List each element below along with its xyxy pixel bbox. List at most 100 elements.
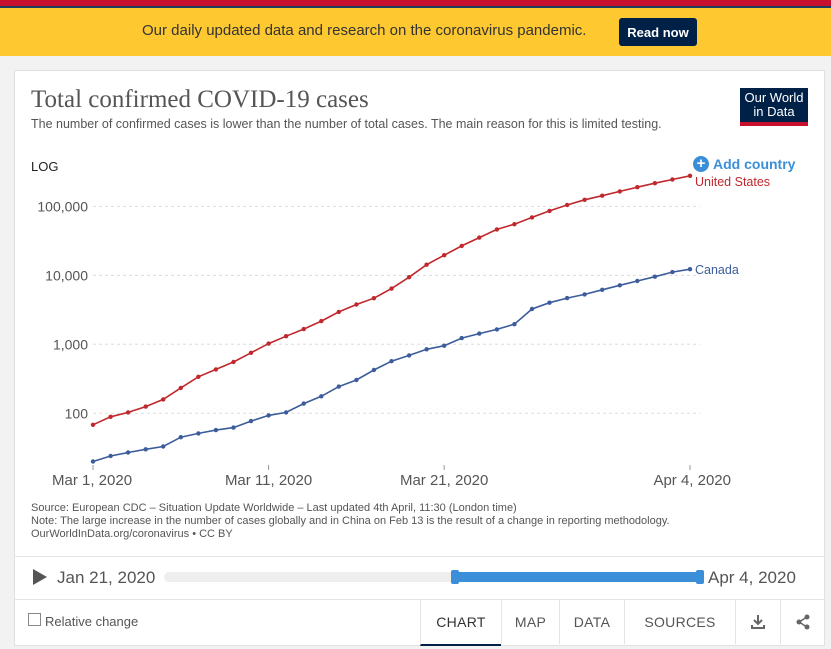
owid-logo[interactable]: Our World in Data — [740, 88, 808, 126]
data-point[interactable] — [125, 450, 131, 455]
data-point[interactable] — [459, 335, 464, 341]
data-point[interactable] — [547, 208, 552, 214]
data-point[interactable] — [442, 343, 447, 348]
chart-subtitle: The number of confirmed cases is lower t… — [31, 117, 662, 131]
data-point[interactable] — [319, 318, 324, 324]
data-point[interactable] — [90, 459, 96, 464]
data-point[interactable] — [301, 326, 306, 332]
data-point[interactable] — [266, 341, 271, 346]
data-point[interactable] — [319, 394, 324, 399]
data-point[interactable] — [161, 444, 166, 449]
data-point[interactable] — [248, 350, 254, 355]
data-point[interactable] — [687, 173, 693, 178]
data-point[interactable] — [213, 427, 219, 433]
data-point[interactable] — [600, 193, 605, 198]
data-point[interactable] — [617, 283, 622, 288]
relative-change-label: Relative change — [45, 614, 139, 629]
share-icon — [796, 614, 810, 630]
data-point[interactable] — [670, 177, 675, 182]
data-point[interactable] — [90, 422, 96, 427]
data-point[interactable] — [670, 269, 675, 275]
data-point[interactable] — [512, 222, 517, 227]
data-point[interactable] — [125, 410, 131, 415]
timeline-end-handle[interactable] — [696, 570, 704, 584]
data-point[interactable] — [196, 431, 201, 436]
share-button[interactable] — [780, 600, 825, 644]
data-point[interactable] — [494, 227, 500, 232]
data-point[interactable] — [336, 309, 341, 315]
data-point[interactable] — [248, 418, 254, 424]
data-point[interactable] — [389, 286, 394, 291]
data-point[interactable] — [529, 306, 535, 312]
data-point[interactable] — [477, 331, 482, 336]
license-line[interactable]: OurWorldInData.org/coronavirus • CC BY — [31, 528, 233, 540]
data-point[interactable] — [652, 181, 658, 186]
data-point[interactable] — [266, 413, 271, 418]
data-point[interactable] — [582, 292, 587, 297]
data-point[interactable] — [108, 453, 113, 459]
series-label[interactable]: Canada — [695, 263, 739, 277]
data-point[interactable] — [231, 359, 236, 365]
series-line-canada[interactable] — [92, 268, 691, 463]
data-point[interactable] — [406, 275, 412, 280]
data-point[interactable] — [564, 202, 570, 208]
data-point[interactable] — [283, 410, 289, 415]
divider — [14, 599, 825, 600]
scale-toggle[interactable]: LOG — [31, 159, 59, 174]
data-point[interactable] — [442, 253, 447, 258]
data-point[interactable] — [635, 278, 640, 284]
data-point[interactable] — [406, 353, 412, 358]
data-point[interactable] — [178, 385, 183, 391]
data-point[interactable] — [178, 435, 183, 440]
data-point[interactable] — [196, 374, 201, 379]
data-point[interactable] — [512, 322, 517, 327]
data-point[interactable] — [371, 367, 377, 373]
tab-sources[interactable]: SOURCES — [624, 600, 735, 644]
data-point[interactable] — [635, 185, 640, 190]
data-point[interactable] — [459, 243, 464, 249]
data-point[interactable] — [336, 384, 341, 389]
timeline-start-handle[interactable] — [450, 570, 459, 584]
data-point[interactable] — [283, 334, 289, 339]
data-point[interactable] — [354, 302, 359, 307]
tab-map[interactable]: MAP — [501, 600, 559, 644]
data-point[interactable] — [547, 300, 552, 305]
data-point[interactable] — [161, 397, 166, 402]
data-point[interactable] — [617, 189, 622, 194]
download-button[interactable] — [735, 600, 780, 644]
data-point[interactable] — [477, 235, 482, 240]
data-point[interactable] — [108, 414, 113, 419]
relative-change-checkbox[interactable] — [28, 613, 41, 626]
data-point[interactable] — [564, 295, 570, 301]
series-label[interactable]: United States — [695, 175, 770, 189]
tab-data[interactable]: DATA — [559, 600, 624, 644]
add-country-button[interactable]: + Add country — [693, 156, 795, 172]
data-point[interactable] — [600, 287, 605, 292]
read-now-button[interactable]: Read now — [619, 18, 697, 46]
data-point[interactable] — [424, 262, 429, 267]
chart-card — [14, 70, 825, 646]
divider — [14, 556, 825, 557]
x-tick-label: Mar 21, 2020 — [400, 472, 488, 489]
tab-chart[interactable]: CHART — [420, 600, 501, 646]
data-point[interactable] — [143, 404, 148, 409]
data-point[interactable] — [424, 347, 429, 352]
data-point[interactable] — [582, 197, 587, 202]
timeline-track[interactable] — [164, 572, 700, 582]
data-point[interactable] — [389, 359, 394, 364]
data-point[interactable] — [529, 215, 535, 220]
data-point[interactable] — [494, 327, 500, 332]
data-point[interactable] — [687, 267, 693, 272]
logo-line-1: Our World — [744, 90, 804, 105]
data-point[interactable] — [143, 447, 148, 452]
timeline-end-label: Apr 4, 2020 — [708, 568, 796, 587]
data-point[interactable] — [652, 274, 658, 279]
data-point[interactable] — [231, 425, 236, 430]
data-point[interactable] — [371, 296, 377, 301]
x-tick-label: Apr 4, 2020 — [653, 472, 731, 489]
data-point[interactable] — [213, 367, 219, 372]
data-point[interactable] — [354, 377, 359, 383]
data-point[interactable] — [301, 401, 306, 406]
play-icon[interactable] — [33, 569, 47, 585]
